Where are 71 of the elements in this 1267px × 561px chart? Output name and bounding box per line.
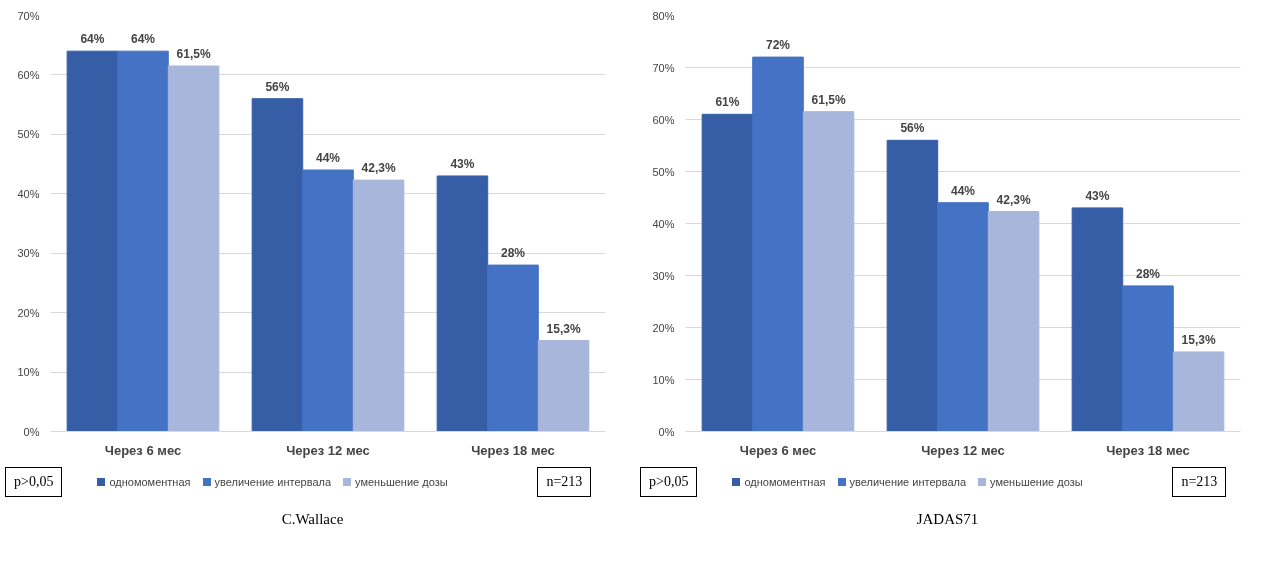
text: n=213 bbox=[546, 473, 583, 491]
bar bbox=[937, 202, 989, 432]
bar bbox=[436, 175, 489, 432]
y-tick-label: 40% bbox=[652, 217, 675, 230]
x-tick-label: Через 12 мес bbox=[286, 442, 370, 458]
bar bbox=[701, 113, 754, 432]
data-label: 43% bbox=[1085, 188, 1110, 203]
bar bbox=[251, 98, 304, 432]
data-label: 15,3% bbox=[1181, 332, 1216, 347]
data-label: 42,3% bbox=[361, 161, 396, 176]
bar bbox=[752, 56, 804, 432]
text: p>0,05 bbox=[14, 473, 54, 491]
bar bbox=[1122, 285, 1174, 432]
bar bbox=[487, 264, 539, 432]
bar bbox=[537, 340, 590, 432]
data-label: 61,5% bbox=[176, 47, 211, 62]
data-label: 28% bbox=[500, 246, 526, 261]
legend-label: одномоментная bbox=[108, 476, 191, 488]
x-tick-label: Через 6 мес bbox=[739, 442, 817, 458]
legend-label: уменьшение дозы bbox=[989, 476, 1083, 488]
text: n=213 bbox=[1181, 473, 1218, 491]
legend-label: уменьшение дозы bbox=[354, 476, 448, 488]
data-label: 43% bbox=[450, 156, 475, 171]
y-tick-label: 70% bbox=[17, 9, 40, 22]
data-label: 61% bbox=[715, 95, 740, 110]
legend-label: одномоментная bbox=[743, 476, 826, 488]
text: C.Wallace bbox=[281, 510, 344, 529]
y-tick-label: 20% bbox=[17, 306, 40, 319]
y-tick-label: 0% bbox=[23, 425, 40, 438]
bar bbox=[302, 169, 354, 432]
bar bbox=[167, 65, 220, 432]
y-tick-label: 30% bbox=[652, 269, 675, 282]
bar bbox=[117, 50, 169, 432]
bar bbox=[886, 139, 939, 432]
data-label: 15,3% bbox=[546, 321, 581, 336]
x-tick-label: Через 18 мес bbox=[1106, 442, 1190, 458]
bar bbox=[66, 50, 119, 432]
data-label: 44% bbox=[950, 183, 976, 198]
x-tick-label: Через 6 мес bbox=[104, 442, 182, 458]
data-label: 56% bbox=[265, 79, 290, 94]
y-tick-label: 20% bbox=[652, 321, 675, 334]
legend-label: увеличение интервала bbox=[213, 476, 332, 488]
y-tick-label: 70% bbox=[652, 61, 675, 74]
bar bbox=[987, 211, 1040, 432]
y-tick-label: 50% bbox=[17, 128, 40, 141]
bar bbox=[1172, 351, 1225, 432]
bar bbox=[352, 179, 405, 432]
y-tick-label: 30% bbox=[17, 247, 40, 260]
bar bbox=[802, 111, 855, 432]
y-tick-label: 10% bbox=[652, 373, 675, 386]
data-label: 56% bbox=[900, 121, 925, 136]
text: p>0,05 bbox=[649, 473, 689, 491]
y-tick-label: 50% bbox=[652, 165, 675, 178]
legend-label: увеличение интервала bbox=[848, 476, 967, 488]
y-tick-label: 40% bbox=[17, 187, 40, 200]
bar bbox=[1071, 207, 1124, 432]
y-tick-label: 60% bbox=[17, 68, 40, 81]
data-label: 44% bbox=[315, 151, 341, 166]
data-label: 42,3% bbox=[996, 192, 1031, 207]
x-tick-label: Через 12 мес bbox=[921, 442, 1005, 458]
data-label: 61,5% bbox=[811, 92, 846, 107]
data-label: 64% bbox=[80, 32, 105, 47]
data-label: 28% bbox=[1135, 266, 1161, 281]
text: JADAS71 bbox=[916, 510, 979, 529]
data-label: 72% bbox=[765, 38, 791, 53]
y-tick-label: 80% bbox=[652, 9, 675, 22]
y-tick-label: 60% bbox=[652, 113, 675, 126]
x-tick-label: Через 18 мес bbox=[471, 442, 555, 458]
y-tick-label: 0% bbox=[658, 425, 675, 438]
data-label: 64% bbox=[130, 32, 156, 47]
y-tick-label: 10% bbox=[17, 366, 40, 379]
